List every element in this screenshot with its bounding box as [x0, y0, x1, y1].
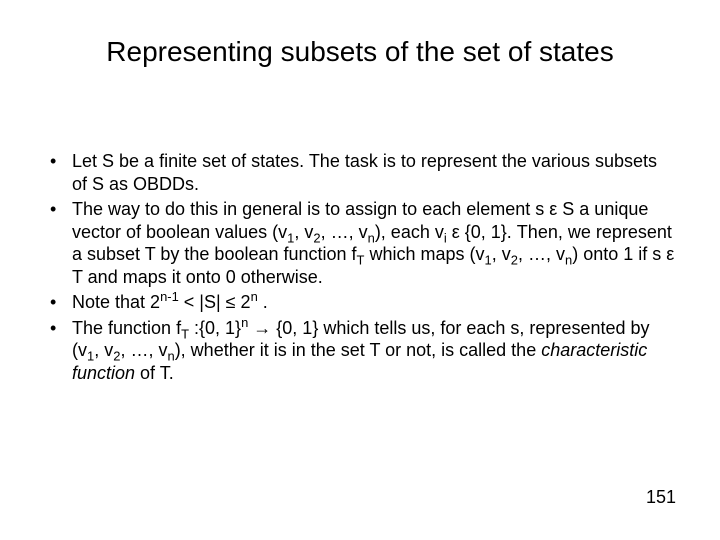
subscript: n [167, 349, 174, 364]
bullet-item-3: Note that 2n-1 < |S| ≤ 2n . [46, 291, 676, 314]
text: , v [94, 340, 113, 360]
text: ), each v [375, 222, 444, 242]
superscript: n-1 [160, 289, 179, 304]
slide: Representing subsets of the set of state… [0, 0, 720, 540]
bullet-item-1: Let S be a finite set of states. The tas… [46, 150, 676, 195]
text: :{0, 1} [189, 318, 241, 338]
text: Let S be a finite set of states. The tas… [72, 151, 657, 194]
subscript: T [181, 326, 189, 341]
text: of T. [135, 363, 174, 383]
text: . [258, 292, 268, 312]
text: ), whether it is in the set T or not, is… [175, 340, 542, 360]
text: , …, v [321, 222, 368, 242]
text: , …, v [120, 340, 167, 360]
text: , …, v [518, 244, 565, 264]
subscript: 2 [313, 230, 320, 245]
text: Note that 2 [72, 292, 160, 312]
slide-title: Representing subsets of the set of state… [0, 36, 720, 68]
slide-body: Let S be a finite set of states. The tas… [46, 150, 676, 387]
text: which maps (v [364, 244, 484, 264]
text: , v [294, 222, 313, 242]
text: < |S| ≤ 2 [179, 292, 251, 312]
superscript: n [251, 289, 258, 304]
bullet-item-2: The way to do this in general is to assi… [46, 198, 676, 288]
bullet-list: Let S be a finite set of states. The tas… [46, 150, 676, 384]
text: , v [492, 244, 511, 264]
text: The function f [72, 318, 181, 338]
page-number: 151 [646, 487, 676, 508]
bullet-item-4: The function fT :{0, 1}n → {0, 1} which … [46, 317, 676, 385]
subscript: n [368, 230, 375, 245]
subscript: 1 [485, 253, 492, 268]
subscript: 2 [511, 253, 518, 268]
